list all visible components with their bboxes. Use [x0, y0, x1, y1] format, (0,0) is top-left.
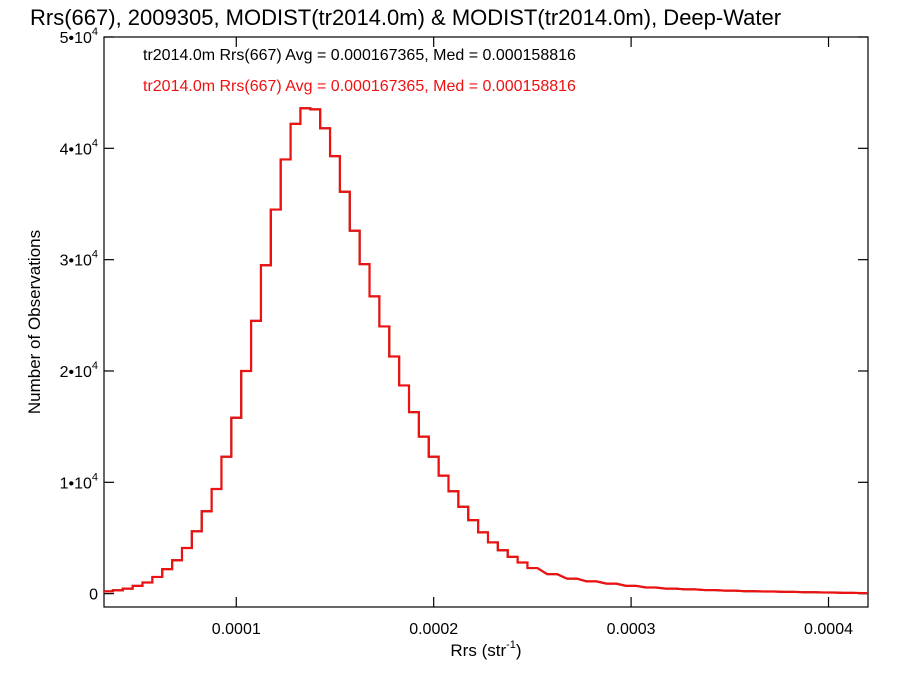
stat-annotation-red: tr2014.0m Rrs(667) Avg = 0.000167365, Me…: [143, 78, 576, 95]
y-tick-label: 2•104: [60, 360, 98, 381]
x-axis-label-main: Rrs (str: [450, 641, 506, 660]
chart-title: Rrs(667), 2009305, MODIST(tr2014.0m) & M…: [30, 5, 781, 30]
x-tick-label: 0.0003: [607, 621, 656, 638]
x-tick-label: 0.0002: [409, 621, 458, 638]
x-axis-label: Rrs (str-1): [450, 639, 521, 660]
x-axis-label-sup: -1: [506, 639, 516, 651]
series-layer: [104, 107, 868, 595]
y-tick-label: 0: [89, 587, 98, 604]
x-axis-ticks: 0.0001 0.0002 0.0003 0.0004: [212, 37, 853, 638]
y-tick-label: 1•104: [60, 471, 98, 492]
y-axis-label: Number of Observations: [25, 230, 44, 414]
y-axis-ticks: 0 1•104 2•104 3•104 4•104 5•104: [60, 26, 868, 604]
y-tick-label: 4•104: [60, 137, 98, 158]
x-tick-label: 0.0004: [804, 621, 853, 638]
plot-frame: [103, 36, 869, 608]
y-tick-label: 3•104: [60, 249, 98, 270]
stat-annotation-black: tr2014.0m Rrs(667) Avg = 0.000167365, Me…: [143, 47, 576, 64]
x-axis-label-end: ): [516, 641, 522, 660]
y-tick-label: 5•104: [60, 26, 98, 47]
series-line-1: [104, 107, 868, 595]
x-tick-label: 0.0001: [212, 621, 261, 638]
series-line-0: [104, 107, 868, 595]
